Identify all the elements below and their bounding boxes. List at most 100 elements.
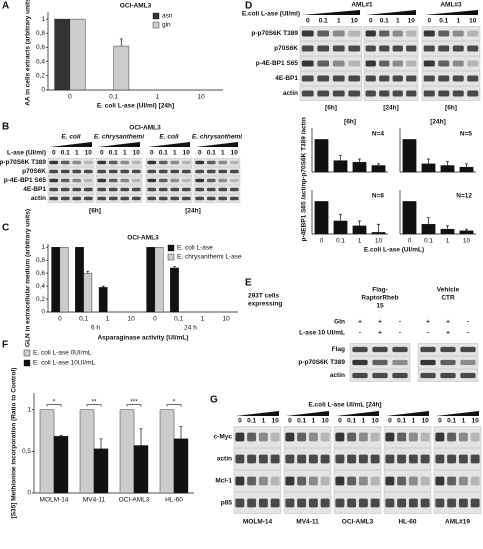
blot-band xyxy=(83,187,93,192)
blot-band xyxy=(458,498,468,508)
chart-title: OCI-AML3 xyxy=(120,3,152,10)
condition-sign: + xyxy=(446,330,450,337)
blot-panel xyxy=(363,86,419,101)
dose-label: 0.1 xyxy=(397,418,406,425)
blot-band xyxy=(397,476,407,486)
bar xyxy=(133,445,149,494)
blot-band xyxy=(379,30,390,37)
blot-panel xyxy=(193,194,241,203)
dose-label: 0.1 xyxy=(439,18,448,25)
dose-label: 0 xyxy=(288,418,292,425)
blot-band xyxy=(372,346,388,353)
blot-band xyxy=(447,432,457,442)
blot-band xyxy=(347,498,357,508)
blot-panel xyxy=(363,41,419,56)
dose-label: 0.1 xyxy=(109,150,118,157)
condition-sign: + xyxy=(426,319,430,326)
y-tick-label: 1 xyxy=(27,406,31,413)
blot-band xyxy=(385,432,395,442)
blot-panel xyxy=(421,86,481,101)
blot-band xyxy=(406,60,417,67)
blot-panel xyxy=(383,492,432,514)
blot-band xyxy=(423,75,435,82)
significance: * xyxy=(53,398,56,405)
wedge xyxy=(366,10,416,15)
blot-row-label: c-Myc xyxy=(214,434,233,441)
blot-band xyxy=(406,45,417,52)
annotation: N=5 xyxy=(460,131,472,138)
blot-band xyxy=(420,454,430,464)
chart-title: [6h] xyxy=(344,119,356,126)
bar xyxy=(170,267,179,313)
bar xyxy=(440,165,455,173)
blot-band xyxy=(270,498,280,508)
blot-band xyxy=(49,178,59,183)
blot-band xyxy=(301,45,314,52)
y-tick-label: 0,8 xyxy=(36,257,45,264)
x-tick-label: HL-60 xyxy=(165,497,183,504)
blot-band xyxy=(365,60,376,67)
blot-panel xyxy=(333,448,382,470)
blot-band xyxy=(229,187,239,192)
blot-panel xyxy=(47,194,95,203)
blot-panel xyxy=(333,426,382,448)
blot-band xyxy=(365,90,376,97)
blot-panel xyxy=(433,470,482,492)
blot-band xyxy=(49,169,59,174)
blot-band xyxy=(397,432,407,442)
bar xyxy=(371,165,386,173)
dose-label: 1 xyxy=(173,150,177,157)
y-axis-label: AA in cells extracts (arbitrary units) xyxy=(25,0,32,106)
error-bar xyxy=(179,425,183,439)
blot-panel xyxy=(95,194,143,203)
blot-band xyxy=(406,75,417,82)
blot-band xyxy=(447,498,457,508)
blot-panel xyxy=(95,185,143,194)
blot-band xyxy=(120,160,130,165)
time-label: [6h] xyxy=(89,208,101,215)
x-tick-label: 0,1 xyxy=(174,316,183,323)
time-label: [24h] xyxy=(185,208,201,215)
blot-panel xyxy=(283,470,332,492)
blot-band xyxy=(108,196,118,201)
blot-band xyxy=(235,454,245,464)
dose-label: 1 xyxy=(337,18,341,25)
dose-label: 0.1 xyxy=(159,150,168,157)
panel-letter: G xyxy=(210,395,218,406)
blot-band xyxy=(348,90,361,97)
blot-panel xyxy=(283,426,332,448)
blot-band xyxy=(467,75,479,82)
blot-band xyxy=(308,498,318,508)
blot-band xyxy=(170,169,180,174)
bar xyxy=(113,45,130,91)
dose-label: 0 xyxy=(306,18,310,25)
blot-band xyxy=(206,187,216,192)
blot-group: Vehicle xyxy=(437,287,460,294)
panel-letter: D xyxy=(245,1,252,12)
blot-row-label: Flag xyxy=(332,346,345,353)
blot-panel xyxy=(383,448,432,470)
bar xyxy=(459,166,474,173)
blot-row-label: p-p70S6K T389 xyxy=(0,159,46,166)
dose-label: 0.1 xyxy=(347,418,356,425)
blot-band xyxy=(470,454,480,464)
bar xyxy=(421,163,436,173)
blot-band xyxy=(83,160,93,165)
blot-panel xyxy=(145,194,193,203)
wedge xyxy=(196,142,238,147)
blot-group: E. coli xyxy=(159,134,178,141)
blot-row-label: p85 xyxy=(221,500,233,507)
panel-letter: A xyxy=(2,1,9,12)
blot-band xyxy=(195,169,205,174)
blot-band xyxy=(297,432,307,442)
blot-band xyxy=(229,169,239,174)
blot-band xyxy=(206,160,216,165)
blot-band xyxy=(258,454,268,464)
blot-band xyxy=(460,359,476,366)
blot-band xyxy=(406,90,417,97)
blot-band xyxy=(352,372,368,379)
blot-panel xyxy=(145,176,193,185)
blot-band xyxy=(365,75,376,82)
condition-sign: - xyxy=(427,330,429,337)
blot-panel xyxy=(233,492,282,514)
